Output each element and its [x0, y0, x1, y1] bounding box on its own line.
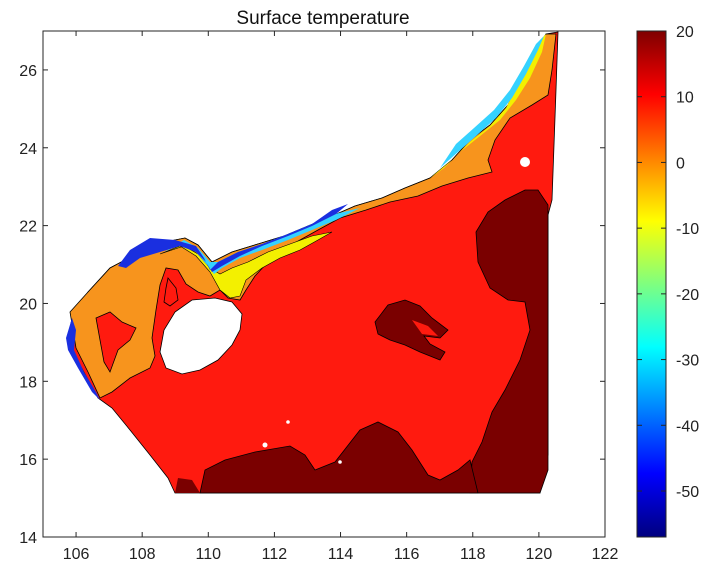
x-tick-label: 122 [592, 546, 619, 563]
region-gulf-tongue [95, 311, 137, 373]
colorbar-tick-label: -10 [676, 221, 699, 238]
x-tick-label: 118 [460, 546, 486, 563]
temperature-field [66, 31, 559, 494]
x-tick-label: 110 [196, 546, 222, 563]
region-gulf-tongue-2 [163, 277, 179, 307]
y-tick-label: 26 [19, 63, 37, 80]
colorbar-tick-label: -30 [676, 353, 699, 370]
region-warm-central [374, 299, 449, 361]
region-east-coast-cyan [440, 36, 544, 168]
x-tick-label: 112 [262, 546, 288, 563]
region-hainan-island [159, 297, 243, 375]
colorbar [636, 30, 667, 538]
chart-title: Surface temperature [236, 8, 409, 29]
y-tick-label: 24 [19, 141, 37, 158]
y-tick-label: 20 [19, 296, 37, 313]
y-axis: 14 16 18 20 22 24 26 [19, 63, 605, 547]
axes-box [42, 30, 606, 538]
x-axis: 106 108 110 112 114 116 118 120 122 [63, 31, 619, 563]
colorbar-axis: 20 10 0 -10 -20 -30 -40 -50 [637, 24, 699, 501]
speck-2 [262, 442, 268, 448]
colorbar-tick-label: -40 [676, 418, 699, 435]
x-tick-label: 116 [394, 546, 420, 563]
x-tick-label: 114 [328, 546, 354, 563]
x-tick-label: 108 [129, 546, 156, 563]
colorbar-tick-label: 0 [676, 155, 685, 172]
region-warm-central-cut [412, 320, 438, 336]
y-tick-label: 16 [19, 452, 37, 469]
colorbar-tick-label: -20 [676, 287, 699, 304]
region-yellow-band [159, 231, 333, 299]
colorbar-tick-label: -50 [676, 484, 699, 501]
region-warm-south [199, 421, 479, 494]
region-warm-sw [175, 478, 200, 493]
region-blue-west [66, 318, 100, 400]
speck-3 [286, 420, 290, 424]
speck-4 [338, 460, 342, 464]
y-tick-label: 18 [19, 374, 37, 391]
x-tick-label: 120 [526, 546, 553, 563]
colorbar-tick-label: 10 [676, 90, 694, 107]
region-blue-band [118, 204, 348, 272]
x-tick-label: 106 [63, 546, 90, 563]
speck-1 [520, 157, 530, 167]
colorbar-tick-label: 20 [676, 24, 694, 41]
y-tick-label: 22 [19, 219, 37, 236]
y-tick-label: 14 [19, 530, 37, 547]
